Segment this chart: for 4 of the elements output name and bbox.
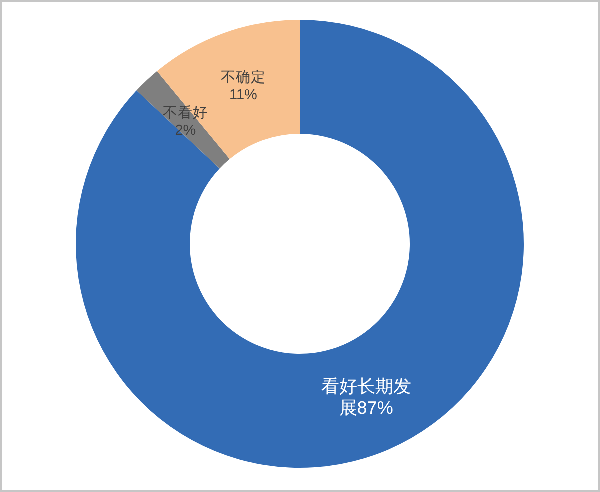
slice-label: 不确定 [220, 69, 266, 86]
data-label: 11% [229, 88, 258, 104]
slice-label: 看好长期发展87% [321, 376, 412, 418]
slice-label: 不看好 [163, 104, 208, 122]
